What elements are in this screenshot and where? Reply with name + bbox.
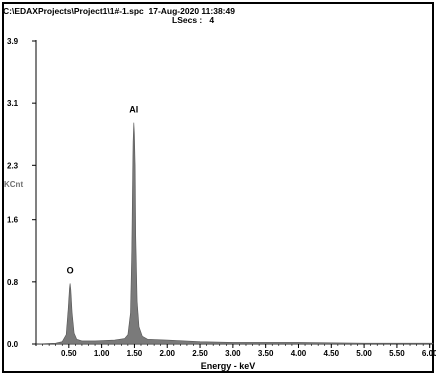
- x-tick-label: 4.50: [324, 349, 340, 358]
- peak-label-al: Al: [129, 105, 138, 115]
- x-tick-label: 4.00: [291, 349, 307, 358]
- live-seconds-header: LSecs : 4: [172, 15, 215, 25]
- spectrum-series-0: [35, 122, 434, 345]
- x-tick-label: 5.50: [389, 349, 405, 358]
- x-tick-label: 1.50: [127, 349, 143, 358]
- x-tick-label: 6.00: [422, 349, 436, 358]
- x-tick-label: 2.00: [159, 349, 175, 358]
- y-tick-label: 1.6: [7, 216, 19, 225]
- y-tick-label: 0.0: [7, 340, 19, 349]
- y-axis-label: KCnt: [4, 180, 23, 189]
- y-tick-label: 0.8: [7, 278, 19, 287]
- peak-label-o: O: [67, 265, 74, 275]
- y-tick-label: 3.1: [7, 99, 19, 108]
- x-axis-label: Energy - keV: [201, 361, 256, 371]
- x-tick-label: 0.50: [61, 349, 77, 358]
- x-tick-label: 3.00: [225, 349, 241, 358]
- x-tick-label: 3.50: [258, 349, 274, 358]
- x-tick-label: 1.00: [94, 349, 110, 358]
- x-tick-label: 5.00: [356, 349, 372, 358]
- y-tick-label: 3.9: [7, 37, 19, 46]
- x-tick-label: 2.50: [192, 349, 208, 358]
- y-tick-label: 2.3: [7, 161, 19, 170]
- file-path-header: C:\EDAXProjects\Project1\1#-1.spc 17-Aug…: [3, 6, 235, 16]
